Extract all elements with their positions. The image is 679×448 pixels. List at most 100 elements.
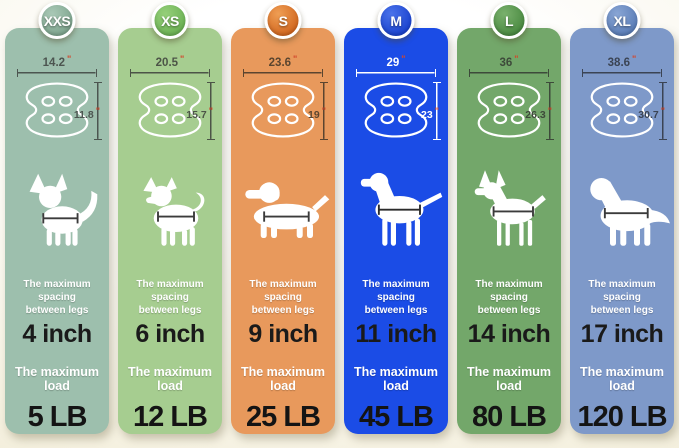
height-measure-line [659, 81, 667, 140]
harness-height-label: 23 " [421, 106, 439, 121]
size-badge-label: XL [613, 12, 631, 29]
harness-width-value: 23.6 [268, 57, 292, 69]
spacing-value: 4 inch [22, 320, 92, 348]
harness-width-label: 14.2 " [5, 52, 109, 69]
small-dog-icon [143, 177, 205, 246]
harness-diagram: 15.7 " [118, 81, 222, 141]
dog-illustration [231, 147, 335, 270]
spacing-caption-line1: The maximum spacing [362, 279, 430, 303]
load-caption: The maximum load [466, 365, 552, 393]
spacing-caption-line2: between legs [364, 305, 428, 316]
spacing-caption-line2: between legs [25, 305, 89, 316]
spacing-value: 14 inch [467, 320, 551, 348]
width-measure-line [17, 69, 97, 77]
spacing-caption-line1: The maximum spacing [475, 279, 543, 303]
harness-height-value: 15.7 [186, 108, 207, 121]
dog-illustration [570, 147, 674, 270]
spacing-value: 11 inch [355, 320, 437, 348]
inch-mark: " [434, 105, 439, 116]
spacing-value: 17 inch [580, 320, 664, 348]
spacing-caption: The maximum spacing between legs [118, 278, 222, 317]
height-measure-line [207, 81, 215, 140]
size-card-xxs: XXS 14.2 " 11.8 " [5, 2, 109, 434]
leg-spacing-measure-line [377, 204, 421, 216]
harness-width-value: 38.6 [607, 57, 631, 69]
harness-outline-icon [590, 82, 654, 138]
width-measure-line [130, 69, 210, 77]
spacing-caption: The maximum spacing between legs [570, 278, 674, 317]
load-value: 120 LB [577, 401, 667, 433]
spacing-caption-line2: between legs [590, 305, 654, 316]
spacing-caption-line1: The maximum spacing [23, 279, 91, 303]
harness-diagram: 23 " [344, 81, 448, 141]
harness-diagram: 11.8 " [5, 81, 109, 141]
harness-width-label: 23.6 " [231, 52, 335, 69]
leg-spacing-measure-line [263, 211, 310, 222]
harness-diagram: 19 " [231, 81, 335, 141]
height-measure-line [546, 81, 554, 140]
size-badge-label: XS [161, 12, 179, 29]
dog-illustration [5, 147, 109, 270]
harness-width-label: 29 " [344, 52, 448, 69]
harness-outline-icon [477, 82, 541, 138]
harness-height-label: 15.7 " [186, 106, 213, 121]
load-caption: The maximum load [353, 365, 439, 393]
width-measure-line [243, 69, 323, 77]
size-badge-l: L [490, 2, 528, 39]
harness-diagram: 26.3 " [457, 81, 561, 141]
inch-mark: " [95, 105, 100, 116]
spacing-caption: The maximum spacing between legs [457, 278, 561, 317]
dog-illustration [344, 147, 448, 270]
size-badge-xxs: XXS [38, 2, 76, 39]
spacing-caption-line1: The maximum spacing [249, 279, 317, 303]
harness-height-label: 26.3 " [525, 106, 552, 121]
harness-height-value: 19 [308, 108, 320, 121]
spacing-caption-line2: between legs [138, 305, 202, 316]
spacing-caption-line1: The maximum spacing [136, 279, 204, 303]
load-caption: The maximum load [14, 365, 100, 393]
spacing-caption-line2: between legs [477, 305, 541, 316]
size-badge-m: M [377, 2, 415, 39]
harness-outline-icon [364, 82, 428, 138]
inch-mark: " [401, 54, 406, 64]
inch-mark: " [632, 54, 637, 64]
leg-spacing-measure-line [603, 208, 649, 219]
size-card-l: L 36 " 26.3 " [457, 2, 561, 434]
width-measure-line [356, 69, 436, 77]
inch-mark: " [514, 54, 519, 64]
golden-retriever-icon [590, 178, 670, 246]
dog-illustration [457, 147, 561, 270]
load-caption: The maximum load [127, 365, 213, 393]
harness-outline-icon [138, 82, 202, 138]
leg-spacing-measure-line [492, 206, 534, 217]
harness-height-value: 26.3 [525, 108, 546, 121]
harness-diagram: 30.7 " [570, 81, 674, 141]
dog-illustration [118, 147, 222, 270]
spacing-caption: The maximum spacing between legs [5, 278, 109, 317]
harness-outline-icon [25, 82, 89, 138]
size-badge-xl: XL [603, 2, 641, 39]
harness-width-value: 20.5 [155, 57, 179, 69]
load-caption: The maximum load [240, 365, 326, 393]
chihuahua-icon [29, 173, 98, 246]
load-value: 45 LB [359, 401, 434, 433]
leg-spacing-measure-line [157, 211, 195, 222]
spacing-caption-line2: between legs [251, 305, 315, 316]
width-measure-line [582, 69, 662, 77]
width-measure-line [469, 69, 549, 77]
spacing-caption: The maximum spacing between legs [344, 278, 448, 317]
spacing-caption: The maximum spacing between legs [231, 278, 335, 317]
height-measure-line [320, 81, 328, 140]
harness-height-label: 30.7 " [638, 106, 665, 121]
doberman-icon [474, 170, 546, 246]
inch-mark: " [208, 105, 213, 116]
harness-width-label: 38.6 " [570, 52, 674, 69]
harness-height-label: 11.8 " [74, 106, 100, 121]
inch-mark: " [293, 54, 298, 64]
size-badge-s: S [264, 2, 302, 39]
harness-height-value: 23 [421, 108, 433, 121]
load-value: 5 LB [27, 401, 88, 433]
load-caption: The maximum load [579, 365, 665, 393]
harness-width-label: 36 " [457, 52, 561, 69]
